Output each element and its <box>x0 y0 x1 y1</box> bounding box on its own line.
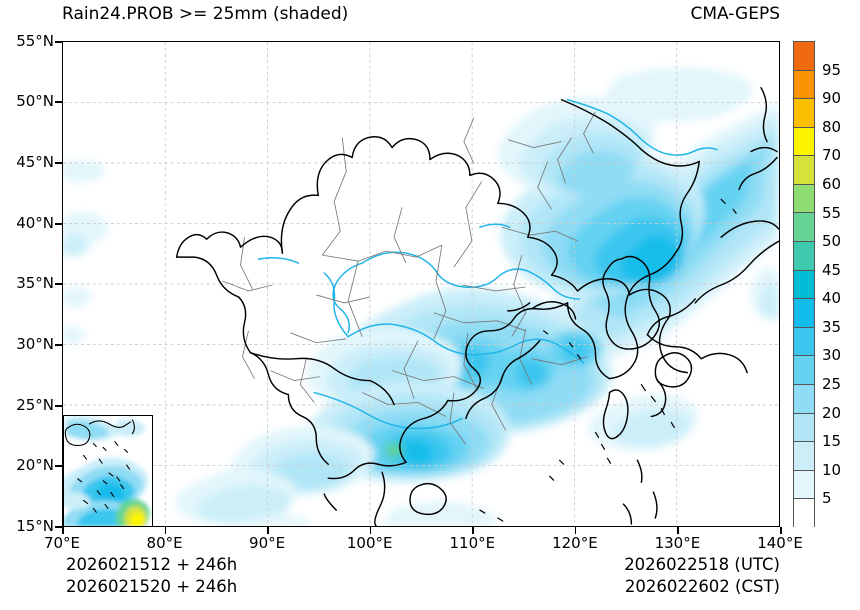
colorbar-swatch <box>794 470 814 500</box>
y-tick <box>55 162 62 164</box>
colorbar-swatch <box>794 442 814 471</box>
x-tick <box>267 527 269 534</box>
province-boundaries <box>222 111 596 445</box>
x-axis-label: 120°E <box>552 534 598 552</box>
colorbar-tick-label: 10 <box>822 460 842 479</box>
x-tick <box>574 527 577 534</box>
x-tick <box>472 527 474 534</box>
y-tick <box>55 405 62 407</box>
colorbar-tick-label: 90 <box>822 89 842 108</box>
colorbar-swatch <box>794 42 814 71</box>
x-tick <box>369 527 372 534</box>
colorbar[interactable] <box>793 41 815 528</box>
x-axis-label: 90°E <box>249 534 286 552</box>
valid-time-cst: 2026022602 (CST) <box>624 577 780 596</box>
colorbar-tick-label: 45 <box>822 260 842 279</box>
x-axis-label: 100°E <box>346 534 393 552</box>
colorbar-swatch <box>794 184 814 214</box>
map-plot-area[interactable] <box>62 41 780 527</box>
rivers <box>257 99 718 430</box>
colorbar-swatch <box>794 299 814 328</box>
x-tick <box>62 527 64 534</box>
colorbar-swatch <box>794 127 814 157</box>
y-tick <box>55 41 62 43</box>
x-axis-label: 80°E <box>146 534 183 552</box>
init-time-cst: 2026021520 + 246h <box>66 577 238 596</box>
colorbar-swatch <box>794 99 814 128</box>
map-canvas <box>63 42 779 526</box>
colorbar-swatch <box>794 499 814 528</box>
colorbar-swatch <box>794 70 814 100</box>
y-axis-label: 55°N <box>16 32 54 50</box>
colorbar-swatch <box>794 327 814 357</box>
valid-time-utc: 2026022518 (UTC) <box>624 555 780 574</box>
inset-canvas <box>64 416 152 526</box>
x-tick <box>780 527 782 534</box>
colorbar-swatch <box>794 384 814 414</box>
y-tick <box>55 283 62 285</box>
y-axis-label: 30°N <box>16 335 54 353</box>
colorbar-tick-label: 70 <box>822 146 842 165</box>
x-axis-label: 110°E <box>449 534 496 552</box>
colorbar-tick-label: 30 <box>822 346 842 365</box>
y-axis-label: 50°N <box>16 92 54 110</box>
y-tick <box>55 223 62 225</box>
colorbar-tick-label: 50 <box>822 232 842 251</box>
y-axis-label: 20°N <box>16 456 54 474</box>
y-axis-label: 15°N <box>16 517 54 535</box>
colorbar-tick-label: 20 <box>822 403 842 422</box>
y-tick <box>55 465 62 467</box>
x-axis-label: 130°E <box>654 534 701 552</box>
y-axis-label: 45°N <box>16 153 54 171</box>
small-islands <box>479 198 737 522</box>
model-label: CMA-GEPS <box>690 4 780 24</box>
y-axis-label: 25°N <box>16 396 54 414</box>
colorbar-tick-label: 15 <box>822 432 842 451</box>
colorbar-tick-label: 25 <box>822 375 842 394</box>
colorbar-tick-label: 80 <box>822 117 842 136</box>
x-axis-label: 140°E <box>757 534 803 552</box>
x-tick <box>164 527 167 534</box>
colorbar-swatch <box>794 242 814 271</box>
y-tick <box>55 526 62 528</box>
country-borders <box>175 87 779 526</box>
y-tick <box>55 101 62 103</box>
colorbar-tick-label: 40 <box>822 289 842 308</box>
colorbar-tick-label: 60 <box>822 174 842 193</box>
south-china-sea-inset[interactable] <box>63 415 153 526</box>
colorbar-swatch <box>794 413 814 443</box>
x-tick <box>677 527 679 534</box>
colorbar-tick-label: 35 <box>822 317 842 336</box>
x-axis-label: 70°E <box>43 534 81 552</box>
colorbar-tick-label: 55 <box>822 203 842 222</box>
colorbar-swatch <box>794 156 814 185</box>
y-tick <box>55 344 62 346</box>
page-title: Rain24.PROB >= 25mm (shaded) <box>62 4 349 24</box>
y-axis-label: 40°N <box>16 214 54 232</box>
colorbar-swatch <box>794 270 814 300</box>
init-time-utc: 2026021512 + 246h <box>66 555 238 574</box>
colorbar-tick-label: 95 <box>822 60 842 79</box>
colorbar-swatch <box>794 213 814 243</box>
y-axis-label: 35°N <box>16 274 54 292</box>
colorbar-tick-label: 5 <box>822 489 832 508</box>
colorbar-swatch <box>794 356 814 385</box>
